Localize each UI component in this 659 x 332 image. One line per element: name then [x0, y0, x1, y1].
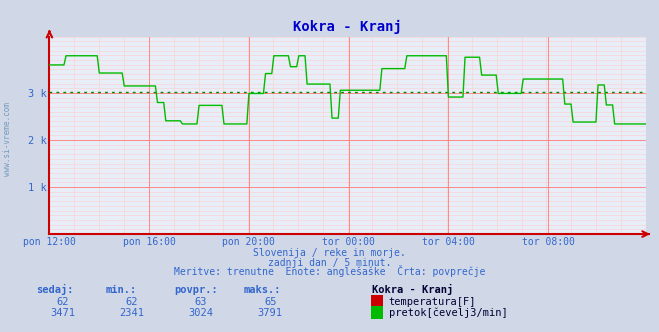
- Text: zadnji dan / 5 minut.: zadnji dan / 5 minut.: [268, 258, 391, 268]
- Text: Meritve: trenutne  Enote: anglešaške  Črta: povprečje: Meritve: trenutne Enote: anglešaške Črta…: [174, 265, 485, 277]
- Text: min.:: min.:: [105, 285, 136, 295]
- Text: pretok[čevelj3/min]: pretok[čevelj3/min]: [389, 307, 507, 318]
- Text: Kokra - Kranj: Kokra - Kranj: [372, 284, 453, 295]
- Text: www.si-vreme.com: www.si-vreme.com: [3, 103, 13, 176]
- Text: 65: 65: [264, 297, 276, 307]
- Text: 3791: 3791: [258, 308, 283, 318]
- Text: 62: 62: [57, 297, 69, 307]
- Text: 3471: 3471: [50, 308, 75, 318]
- Text: 63: 63: [195, 297, 207, 307]
- Text: Slovenija / reke in morje.: Slovenija / reke in morje.: [253, 248, 406, 258]
- Text: 3024: 3024: [188, 308, 214, 318]
- Text: temperatura[F]: temperatura[F]: [389, 297, 476, 307]
- Title: Kokra - Kranj: Kokra - Kranj: [293, 20, 402, 34]
- Text: sedaj:: sedaj:: [36, 284, 74, 295]
- Text: povpr.:: povpr.:: [175, 285, 218, 295]
- Text: 2341: 2341: [119, 308, 144, 318]
- Text: maks.:: maks.:: [244, 285, 281, 295]
- Text: 62: 62: [126, 297, 138, 307]
